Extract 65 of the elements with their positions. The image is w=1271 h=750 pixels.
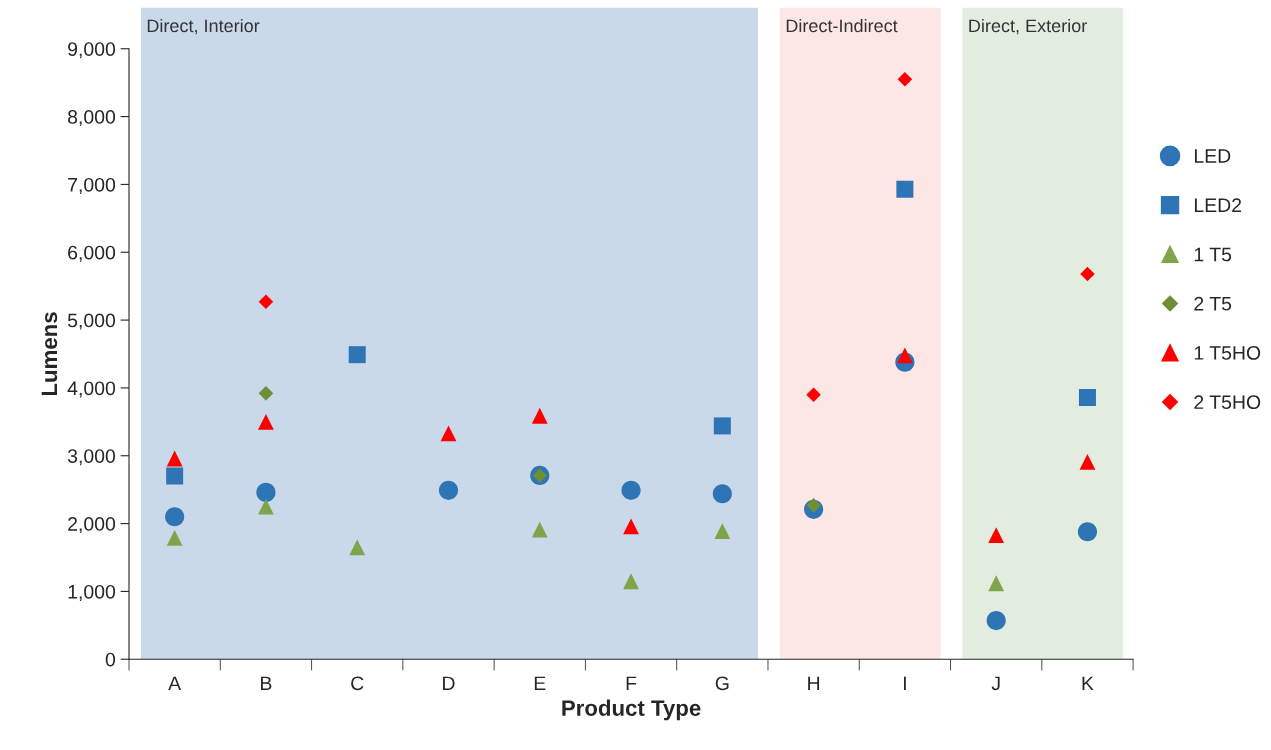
x-tick-label: F — [626, 676, 637, 691]
point — [623, 518, 639, 535]
point — [897, 71, 913, 87]
legend-label: 1 T5HO — [1194, 346, 1261, 360]
x-tick-label: K — [1082, 676, 1094, 691]
point — [440, 425, 457, 442]
y-tick-label: 3,000 — [67, 449, 116, 466]
x-tick-label: B — [261, 676, 272, 691]
point — [349, 539, 366, 556]
y-tick-label: 2,000 — [68, 517, 116, 534]
y-tick-label: 4,000 — [67, 381, 116, 398]
point — [988, 527, 1005, 544]
point — [531, 407, 548, 424]
point — [712, 484, 732, 504]
band-label: Direct, Interior — [147, 18, 260, 35]
point — [531, 521, 548, 538]
legend-label: 1 T5 — [1194, 247, 1232, 262]
point — [438, 480, 459, 500]
point — [166, 529, 183, 546]
x-tick-label: I — [903, 676, 906, 691]
legend-label: 2 T5HO — [1194, 395, 1261, 410]
y-tick-label: 7,000 — [68, 177, 116, 194]
band-label: Direct, Exterior — [969, 18, 1087, 35]
y-tick-label: 0 — [105, 652, 116, 667]
point — [166, 450, 183, 467]
point — [986, 611, 1006, 631]
x-tick-label: D — [443, 676, 455, 691]
point — [256, 482, 276, 502]
point — [258, 386, 274, 401]
point — [258, 413, 274, 430]
x-tick-label: G — [715, 676, 729, 691]
y-tick-label: 1,000 — [68, 584, 116, 601]
y-tick-label: 5,000 — [67, 313, 116, 330]
point — [1077, 522, 1098, 542]
x-axis-title: Product Type — [562, 699, 701, 721]
legend-label: LED2 — [1194, 198, 1242, 212]
legend-label: LED — [1194, 149, 1231, 163]
point — [1079, 453, 1096, 470]
band-label: Direct-Indirect — [786, 18, 898, 33]
x-tick-label: A — [168, 676, 182, 691]
point — [806, 497, 821, 513]
point — [806, 387, 821, 402]
x-tick-label: C — [351, 676, 364, 691]
point — [348, 346, 366, 364]
point — [258, 498, 274, 515]
point — [988, 575, 1005, 592]
point — [165, 507, 185, 527]
point — [714, 523, 731, 539]
x-tick-label: E — [534, 676, 546, 691]
point — [621, 480, 641, 500]
y-axis-title: Lumens — [41, 312, 58, 396]
point — [623, 573, 639, 590]
y-tick-label: 6,000 — [68, 245, 116, 262]
legend-label: 2 T5 — [1194, 296, 1232, 311]
y-tick-label: 9,000 — [68, 42, 116, 59]
point — [896, 347, 913, 364]
point — [896, 180, 914, 198]
point — [1078, 388, 1096, 406]
point — [713, 417, 731, 435]
point — [166, 467, 184, 485]
x-tick-label: H — [808, 676, 820, 691]
point — [258, 294, 274, 310]
y-tick-label: 8,000 — [68, 110, 116, 127]
point — [1080, 266, 1095, 282]
x-tick-label: J — [991, 676, 1000, 691]
